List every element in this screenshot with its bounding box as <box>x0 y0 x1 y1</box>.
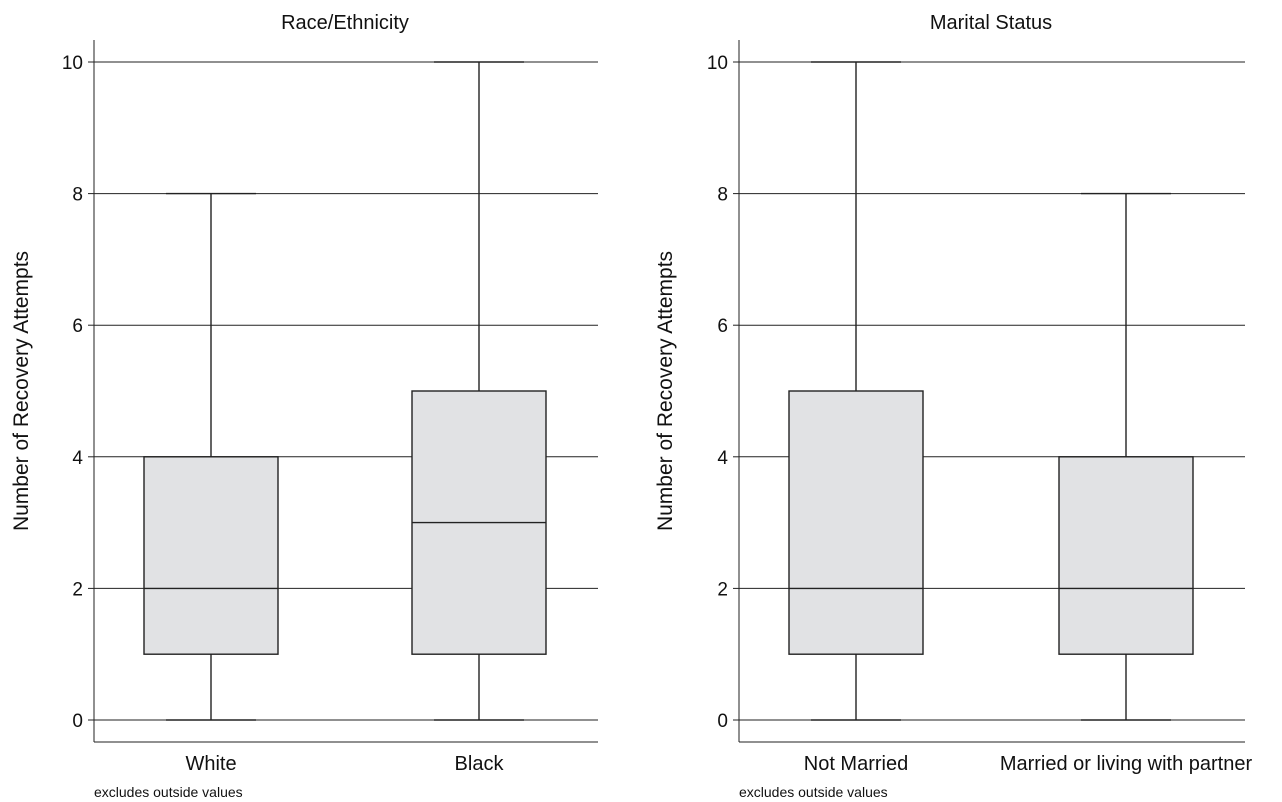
y-tick-label: 10 <box>62 53 83 74</box>
y-tick-label: 4 <box>717 448 728 469</box>
y-tick-label: 2 <box>72 579 83 600</box>
y-axis-label: Number of Recovery Attempts <box>654 251 677 531</box>
box-black <box>411 61 547 721</box>
y-tick-label: 0 <box>72 711 83 732</box>
x-category-label: Black <box>455 753 505 775</box>
x-category-label: White <box>185 753 236 775</box>
y-tick-label: 8 <box>72 185 83 206</box>
y-tick-label: 6 <box>72 316 83 337</box>
y-tick-label: 8 <box>717 185 728 206</box>
box-married-or-living-with-partner <box>1058 192 1194 721</box>
race-ethnicity-panel: Race/Ethnicity Number of Recovery Attempt… <box>10 12 598 800</box>
iqr-box <box>143 456 279 655</box>
footnote: excludes outside values <box>94 784 243 800</box>
y-tick-label: 0 <box>717 711 728 732</box>
box-not-married <box>788 61 924 721</box>
footnote: excludes outside values <box>739 784 888 800</box>
y-tick-label: 2 <box>717 579 728 600</box>
y-tick-label: 10 <box>707 53 728 74</box>
y-tick-label: 4 <box>72 448 83 469</box>
y-axis-label: Number of Recovery Attempts <box>10 251 33 531</box>
y-tick-label: 6 <box>717 316 728 337</box>
x-category-label: Married or living with partner <box>1000 753 1253 775</box>
marital-status-panel: Marital Status Number of Recovery Attempt… <box>654 12 1252 800</box>
iqr-box <box>1058 456 1194 655</box>
iqr-box <box>788 390 924 655</box>
box-white <box>143 192 279 721</box>
chart-title: Race/Ethnicity <box>281 12 409 34</box>
chart-title: Marital Status <box>930 12 1052 34</box>
x-category-label: Not Married <box>804 753 908 775</box>
